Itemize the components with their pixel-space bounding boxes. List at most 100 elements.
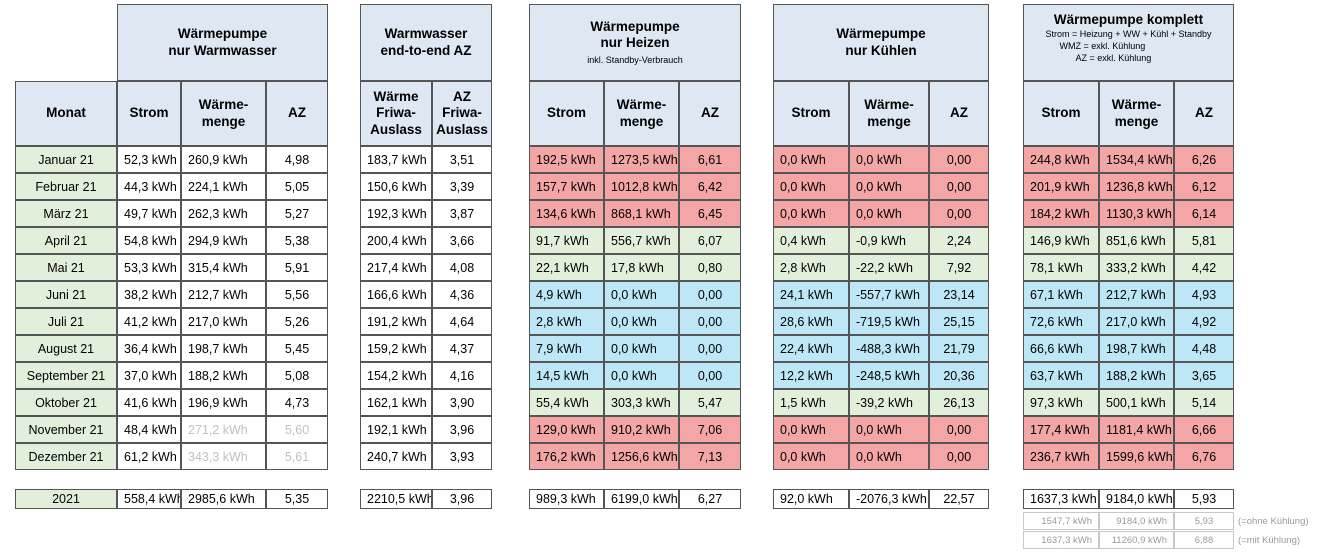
column-header-az-friwa: AZ Friwa-Auslass [432, 81, 492, 146]
ww-cell: 5,08 [266, 362, 328, 389]
column-header-strom: Strom [773, 81, 849, 146]
kuehlen-cell: -557,7 kWh [849, 281, 929, 308]
kuehlen-cell: 0,0 kWh [849, 146, 929, 173]
komplett-cell: 198,7 kWh [1099, 335, 1174, 362]
ww-cell: 5,38 [266, 227, 328, 254]
komplett-cell: 4,42 [1174, 254, 1234, 281]
ww-cell: 217,0 kWh [181, 308, 266, 335]
kuehlen-cell: 0,0 kWh [849, 443, 929, 470]
komplett-cell: 851,6 kWh [1099, 227, 1174, 254]
ww-cell: 315,4 kWh [181, 254, 266, 281]
heizen-cell: 7,9 kWh [529, 335, 604, 362]
kuehlen-cell: 0,00 [929, 200, 989, 227]
heizen-cell: 6,07 [679, 227, 741, 254]
ww-cell: 212,7 kWh [181, 281, 266, 308]
total-komplett-cell: 1637,3 kWh [1023, 489, 1099, 509]
ww-cell: 38,2 kWh [117, 281, 181, 308]
ww-cell: 224,1 kWh [181, 173, 266, 200]
heizen-cell: 2,8 kWh [529, 308, 604, 335]
komplett-cell: 146,9 kWh [1023, 227, 1099, 254]
extra-note: (=ohne Kühlung) [1238, 515, 1309, 527]
kuehlen-cell: 7,92 [929, 254, 989, 281]
e2e-title: Warmwasser end-to-end AZ [360, 4, 492, 81]
ww-cell: 41,6 kWh [117, 389, 181, 416]
e2e-cell: 4,36 [432, 281, 492, 308]
e2e-cell: 4,08 [432, 254, 492, 281]
kuehlen-cell: 0,00 [929, 146, 989, 173]
heizen-cell: 0,00 [679, 362, 741, 389]
ww-cell: 61,2 kWh [117, 443, 181, 470]
komplett-cell: 212,7 kWh [1099, 281, 1174, 308]
komplett-cell: 1130,3 kWh [1099, 200, 1174, 227]
ww-cell: 343,3 kWh [181, 443, 266, 470]
total-komplett-cell: 9184,0 kWh [1099, 489, 1174, 509]
total-kuehlen-cell: 92,0 kWh [773, 489, 849, 509]
heizen-cell: 0,0 kWh [604, 335, 679, 362]
komplett-cell: 177,4 kWh [1023, 416, 1099, 443]
total-e2e-cell: 2210,5 kWh [360, 489, 432, 509]
e2e-cell: 192,1 kWh [360, 416, 432, 443]
heizen-cell: 7,06 [679, 416, 741, 443]
e2e-cell: 159,2 kWh [360, 335, 432, 362]
month-cell: Januar 21 [15, 146, 117, 173]
kuehlen-cell: 0,0 kWh [773, 200, 849, 227]
total-ww-cell: 5,35 [266, 489, 328, 509]
kuehlen-cell: 2,8 kWh [773, 254, 849, 281]
column-header-az: AZ [266, 81, 328, 146]
month-cell: Dezember 21 [15, 443, 117, 470]
month-cell: Juli 21 [15, 308, 117, 335]
total-heizen-cell: 6,27 [679, 489, 741, 509]
ww-cell: 198,7 kWh [181, 335, 266, 362]
heizen-cell: 556,7 kWh [604, 227, 679, 254]
heizen-cell: 55,4 kWh [529, 389, 604, 416]
komplett-note2: WMZ = exkl. Kühlung [1059, 41, 1146, 52]
ww-cell: 260,9 kWh [181, 146, 266, 173]
ww-cell: 5,45 [266, 335, 328, 362]
heizen-cell: 157,7 kWh [529, 173, 604, 200]
e2e-cell: 150,6 kWh [360, 173, 432, 200]
heizen-cell: 1012,8 kWh [604, 173, 679, 200]
heizen-cell: 910,2 kWh [604, 416, 679, 443]
column-header-month: Monat [15, 81, 117, 146]
kuehlen-cell: -719,5 kWh [849, 308, 929, 335]
header-text: Wärmepumpe [590, 19, 680, 35]
e2e-cell: 240,7 kWh [360, 443, 432, 470]
komplett-cell: 1236,8 kWh [1099, 173, 1174, 200]
komplett-cell: 184,2 kWh [1023, 200, 1099, 227]
ww-cell: 44,3 kWh [117, 173, 181, 200]
e2e-cell: 3,93 [432, 443, 492, 470]
column-header-az: AZ [1174, 81, 1234, 146]
header-text: nur Heizen [600, 35, 670, 51]
komplett-note1: Strom = Heizung + WW + Kühl + Standby [1045, 29, 1212, 40]
komplett-cell: 1599,6 kWh [1099, 443, 1174, 470]
total-ww-cell: 558,4 kWh [117, 489, 181, 509]
total-kuehlen-cell: -2076,3 kWh [849, 489, 929, 509]
e2e-cell: 154,2 kWh [360, 362, 432, 389]
komplett-cell: 5,81 [1174, 227, 1234, 254]
kuehlen-cell: 22,4 kWh [773, 335, 849, 362]
kuehlen-cell: 0,0 kWh [773, 416, 849, 443]
ww-cell: 41,2 kWh [117, 308, 181, 335]
column-header-strom: Strom [117, 81, 181, 146]
kuehlen-cell: 2,24 [929, 227, 989, 254]
heizen-cell: 176,2 kWh [529, 443, 604, 470]
column-header-strom: Strom [529, 81, 604, 146]
komplett-cell: 201,9 kWh [1023, 173, 1099, 200]
total-komplett-cell: 5,93 [1174, 489, 1234, 509]
kuehlen-cell: 0,0 kWh [849, 416, 929, 443]
header-text: Warmwasser [384, 26, 468, 42]
header-text: Wärmepumpe komplett [1053, 12, 1204, 27]
total-kuehlen-cell: 22,57 [929, 489, 989, 509]
kuehlen-cell: 0,0 kWh [849, 200, 929, 227]
header-text: end-to-end AZ [380, 42, 472, 58]
ww-cell: 48,4 kWh [117, 416, 181, 443]
ww-cell: 262,3 kWh [181, 200, 266, 227]
heizen-cell: 4,9 kWh [529, 281, 604, 308]
heizen-cell: 1256,6 kWh [604, 443, 679, 470]
komplett-cell: 63,7 kWh [1023, 362, 1099, 389]
kuehlen-cell: 0,0 kWh [849, 173, 929, 200]
total-heizen-cell: 989,3 kWh [529, 489, 604, 509]
komplett-cell: 97,3 kWh [1023, 389, 1099, 416]
kuehlen-cell: 0,0 kWh [773, 146, 849, 173]
heizen-title: Wärmepumpe nur Heizen inkl. Standby-Verbra… [529, 4, 741, 81]
